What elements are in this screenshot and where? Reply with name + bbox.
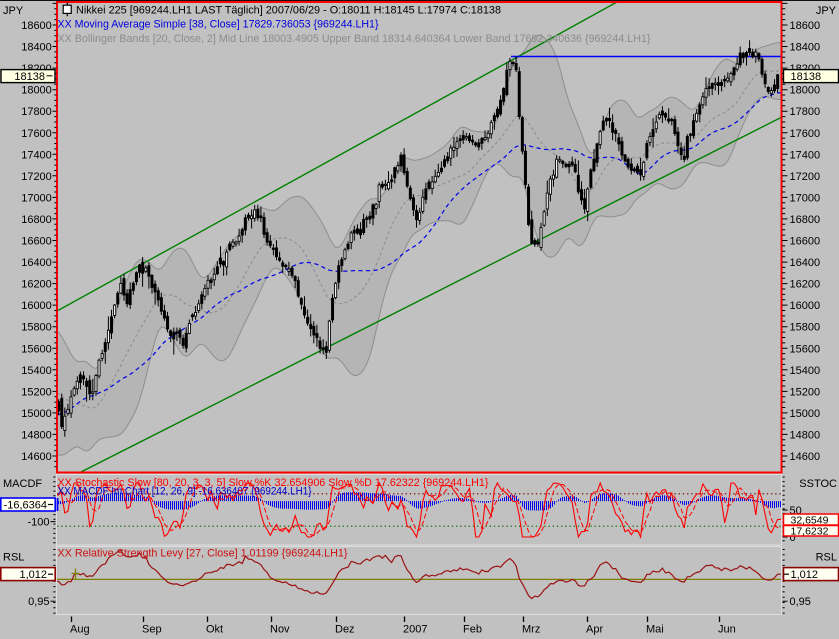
svg-text:16200: 16200: [21, 279, 52, 291]
svg-text:XX Bollinger Bands [20, Close,: XX Bollinger Bands [20, Close, 2] Mid Li…: [58, 33, 651, 45]
svg-text:Aug: Aug: [70, 624, 90, 636]
svg-text:1,012: 1,012: [791, 569, 819, 581]
svg-text:Feb: Feb: [463, 624, 482, 636]
svg-text:18138: 18138: [791, 71, 822, 83]
svg-text:-16,6364: -16,6364: [4, 500, 47, 512]
svg-text:14600: 14600: [790, 451, 821, 463]
svg-text:15200: 15200: [21, 386, 52, 398]
svg-text:17200: 17200: [790, 171, 821, 183]
svg-text:14800: 14800: [790, 429, 821, 441]
svg-text:18600: 18600: [21, 20, 52, 32]
svg-text:18600: 18600: [790, 20, 821, 32]
svg-text:17600: 17600: [21, 128, 52, 140]
svg-text:15200: 15200: [790, 386, 821, 398]
svg-text:MACDF: MACDF: [3, 478, 42, 490]
svg-text:0,95: 0,95: [28, 596, 49, 608]
svg-text:XX Relative Strength Levy [27,: XX Relative Strength Levy [27, Close] 1.…: [58, 548, 348, 560]
svg-text:17,6232: 17,6232: [791, 525, 829, 537]
svg-text:Mrz: Mrz: [522, 624, 540, 636]
svg-text:16600: 16600: [790, 236, 821, 248]
svg-text:Nikkei 225 [969244.LH1 LAST Tä: Nikkei 225 [969244.LH1 LAST Täglich] 200…: [76, 5, 501, 17]
svg-text:17400: 17400: [21, 149, 52, 161]
svg-text:17800: 17800: [790, 106, 821, 118]
svg-text:RSL: RSL: [816, 552, 837, 564]
svg-text:Apr: Apr: [586, 624, 603, 636]
svg-text:0: 0: [790, 532, 796, 544]
svg-text:Okt: Okt: [206, 624, 223, 636]
svg-text:14800: 14800: [21, 429, 52, 441]
svg-text:14600: 14600: [21, 451, 52, 463]
svg-text:16400: 16400: [21, 257, 52, 269]
svg-text:15000: 15000: [790, 408, 821, 420]
svg-text:XX Stochastic Slow [80, 20, 3,: XX Stochastic Slow [80, 20, 3, 3, 5] Slo…: [58, 477, 489, 489]
svg-text:16200: 16200: [790, 279, 821, 291]
svg-text:16000: 16000: [21, 300, 52, 312]
svg-text:15000: 15000: [21, 408, 52, 420]
svg-text:17000: 17000: [21, 192, 52, 204]
svg-text:15400: 15400: [790, 365, 821, 377]
svg-text:16800: 16800: [790, 214, 821, 226]
svg-text:16600: 16600: [21, 236, 52, 248]
svg-text:1,012: 1,012: [19, 569, 47, 581]
svg-text:15800: 15800: [790, 322, 821, 334]
svg-text:15800: 15800: [21, 322, 52, 334]
svg-text:16400: 16400: [790, 257, 821, 269]
svg-text:JPY: JPY: [816, 5, 837, 17]
svg-text:XX MACDF Im Chart [12, 26, 9]: XX MACDF Im Chart [12, 26, 9] -16.636407…: [58, 486, 312, 498]
svg-text:RSL: RSL: [3, 552, 24, 564]
svg-text:Dez: Dez: [335, 624, 355, 636]
svg-text:17600: 17600: [790, 128, 821, 140]
svg-text:32,6549: 32,6549: [791, 514, 829, 526]
svg-text:18000: 18000: [21, 85, 52, 97]
svg-text:JPY: JPY: [3, 5, 24, 17]
svg-text:17400: 17400: [790, 149, 821, 161]
svg-text:SSTOC: SSTOC: [799, 478, 837, 490]
svg-text:18000: 18000: [790, 85, 821, 97]
svg-text:-100: -100: [27, 517, 49, 529]
svg-text:18400: 18400: [790, 42, 821, 54]
svg-text:17000: 17000: [790, 192, 821, 204]
svg-text:16800: 16800: [21, 214, 52, 226]
svg-text:15600: 15600: [790, 343, 821, 355]
svg-text:2007: 2007: [403, 624, 427, 636]
svg-text:0,95: 0,95: [790, 596, 811, 608]
svg-text:Sep: Sep: [142, 624, 162, 636]
svg-text:16000: 16000: [790, 300, 821, 312]
svg-text:XX Moving Average Simple [38,: XX Moving Average Simple [38, Close] 178…: [58, 19, 379, 31]
svg-text:Mai: Mai: [646, 624, 664, 636]
svg-text:17200: 17200: [21, 171, 52, 183]
svg-text:Nov: Nov: [270, 624, 290, 636]
svg-text:15600: 15600: [21, 343, 52, 355]
svg-text:18400: 18400: [21, 42, 52, 54]
svg-text:18138: 18138: [14, 71, 45, 83]
svg-text:15400: 15400: [21, 365, 52, 377]
svg-text:Jun: Jun: [718, 624, 736, 636]
svg-text:17800: 17800: [21, 106, 52, 118]
